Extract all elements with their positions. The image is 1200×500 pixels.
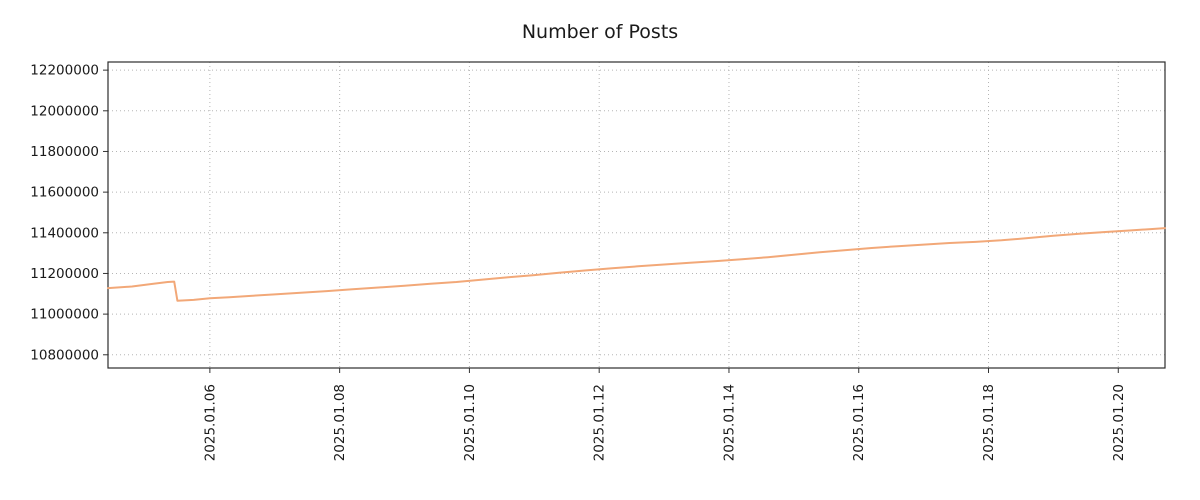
y-tick-label: 12200000: [30, 63, 99, 79]
x-tick-label: 2025.01.08: [332, 384, 348, 461]
y-tick-label: 11200000: [30, 266, 99, 282]
x-tick-label: 2025.01.10: [462, 384, 478, 461]
x-tick-label: 2025.01.18: [981, 384, 997, 461]
x-tick-label: 2025.01.16: [851, 384, 867, 461]
chart-title: Number of Posts: [522, 21, 678, 43]
y-tick-label: 11600000: [30, 185, 99, 201]
y-tick-label: 11400000: [30, 225, 99, 241]
y-tick-label: 11800000: [30, 144, 99, 160]
x-tick-label: 2025.01.06: [202, 384, 218, 461]
y-tick-label: 11000000: [30, 307, 99, 323]
y-tick-label: 12000000: [30, 103, 99, 119]
x-tick-label: 2025.01.14: [721, 384, 737, 461]
x-tick-label: 2025.01.12: [592, 384, 608, 461]
x-tick-label: 2025.01.20: [1111, 384, 1127, 461]
y-tick-label: 10800000: [30, 347, 99, 363]
plot-border: [107, 61, 1166, 369]
data-line-number-of-posts: [107, 227, 1166, 302]
